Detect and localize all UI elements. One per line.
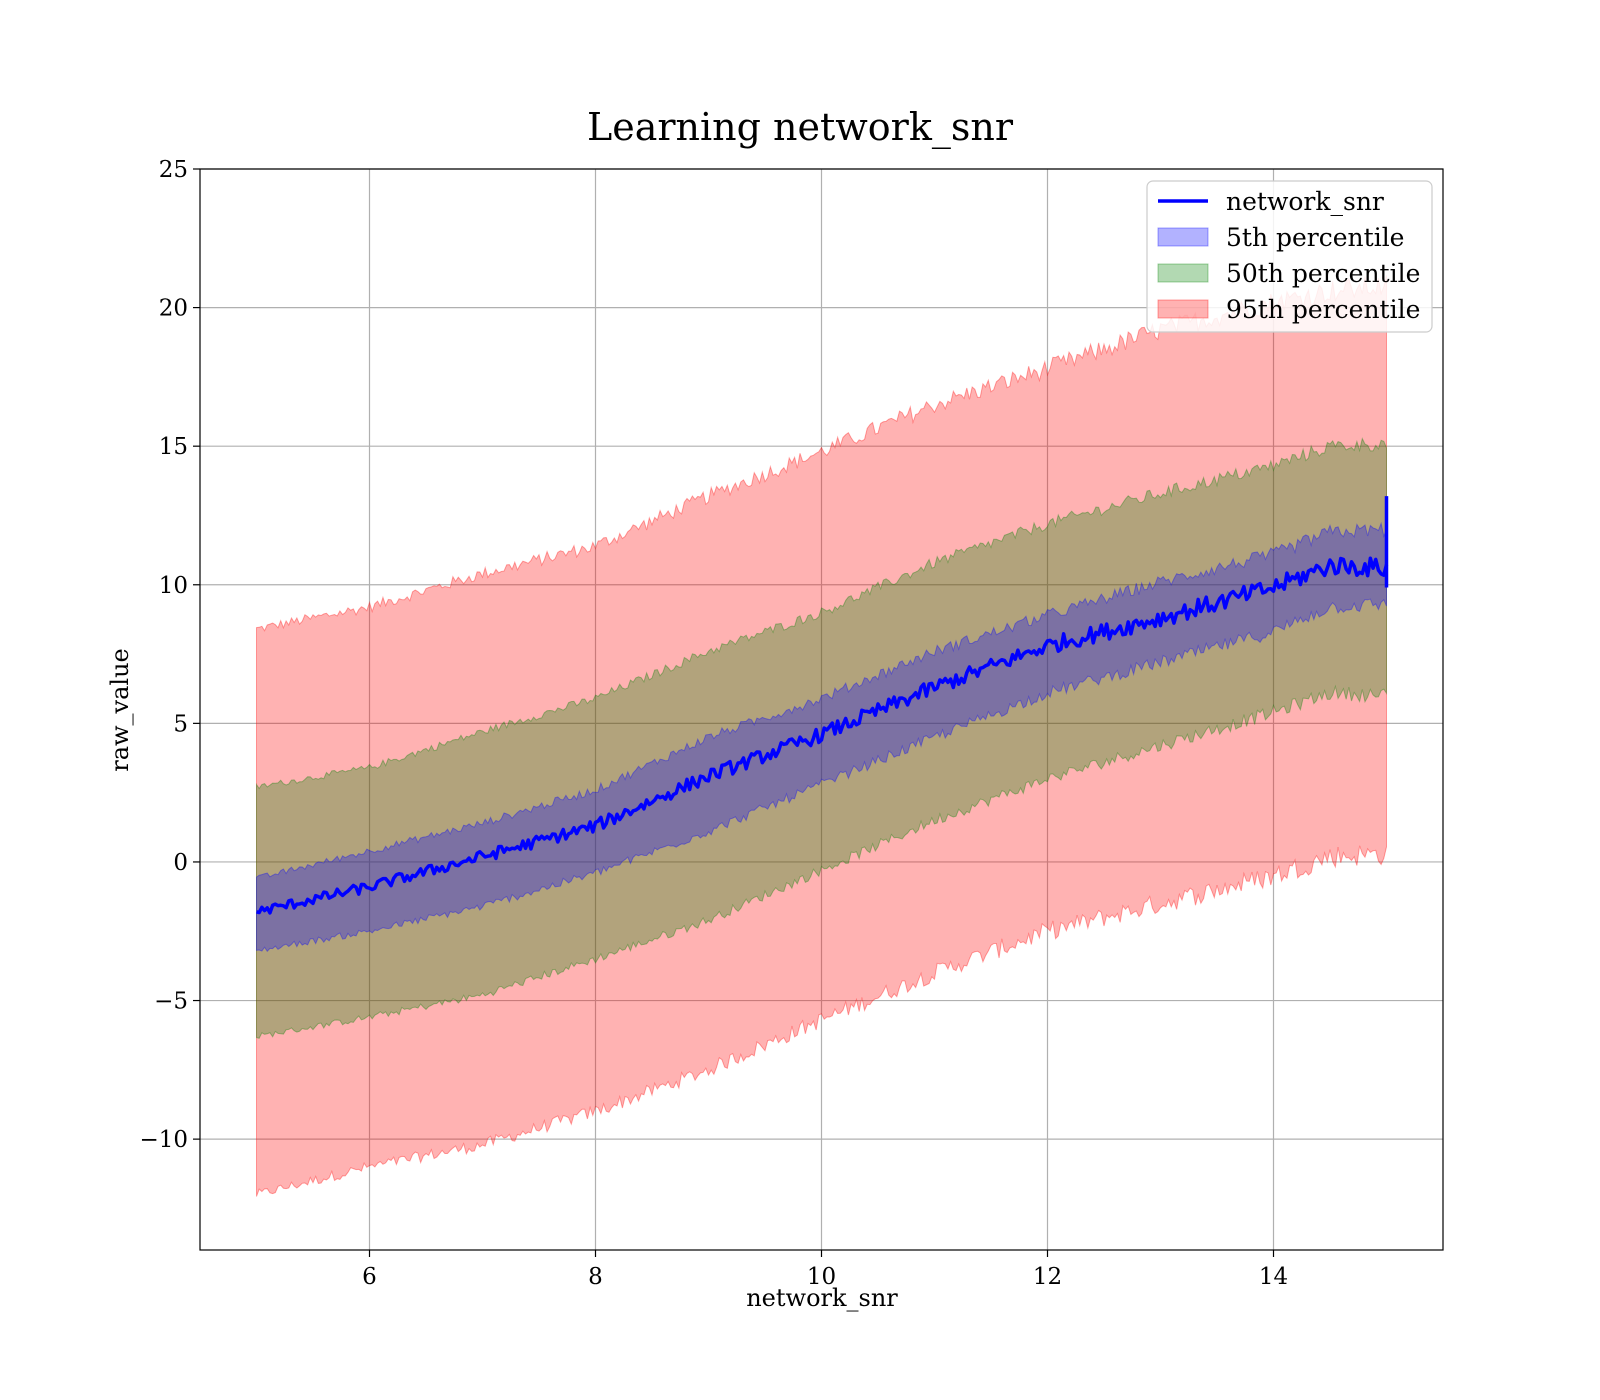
y-tick-label: −10 [139, 1127, 188, 1153]
legend: network_snr 5th percentile 50th percentile… [1146, 180, 1433, 333]
x-axis-label: network_snr [746, 1284, 898, 1312]
x-tick-label: 6 [362, 1264, 377, 1290]
y-tick-label: 25 [159, 157, 188, 183]
x-axis-ticks: 6 8 10 12 14 [362, 1250, 1288, 1290]
x-tick-label: 8 [588, 1264, 603, 1290]
series [256, 496, 1389, 915]
y-tick-label: −5 [154, 989, 188, 1015]
chart-title: Learning network_snr [587, 105, 1014, 150]
plot-area [199, 168, 1444, 1251]
y-axis-label: raw_value [106, 648, 134, 772]
y-tick-label: 10 [159, 573, 188, 599]
legend-label: 95th percentile [1226, 295, 1420, 324]
legend-label: 50th percentile [1226, 259, 1420, 288]
legend-label: network_snr [1226, 187, 1384, 216]
y-axis-ticks: −10 −5 0 5 10 15 20 25 [139, 157, 200, 1153]
y-tick-label: 0 [173, 850, 188, 876]
y-tick-label: 15 [159, 434, 188, 460]
legend-swatch-patch [1157, 299, 1209, 319]
legend-box [1146, 180, 1433, 333]
x-tick-label: 14 [1259, 1264, 1288, 1290]
legend-swatch-patch [1157, 263, 1209, 283]
y-tick-label: 5 [173, 711, 188, 737]
x-tick-label: 10 [807, 1264, 836, 1290]
y-tick-label: 20 [159, 296, 188, 322]
x-tick-label: 12 [1033, 1264, 1062, 1290]
series-line-network-snr [256, 556, 1389, 915]
legend-label: 5th percentile [1226, 223, 1404, 252]
legend-swatch-patch [1157, 227, 1209, 247]
